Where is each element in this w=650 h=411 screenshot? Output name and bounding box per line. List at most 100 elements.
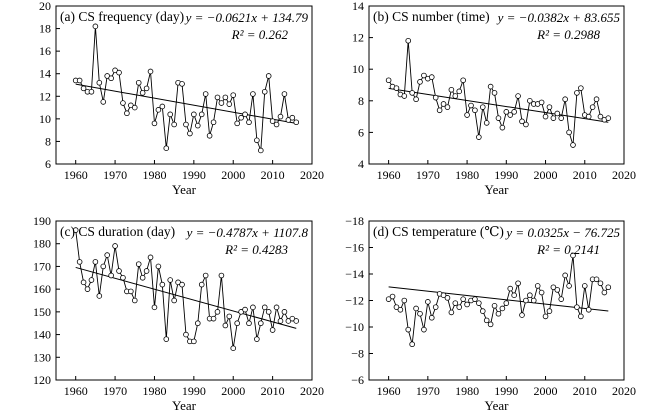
data-point: [534, 283, 541, 289]
data-point: [143, 268, 150, 274]
x-tick-label: 1970: [103, 384, 127, 398]
data-point: [147, 254, 154, 261]
x-tick-label: 1980: [142, 384, 166, 398]
data-point: [472, 107, 478, 114]
data-point: [269, 327, 276, 333]
data-point: [198, 111, 205, 118]
data-point: [230, 92, 237, 98]
x-tick-label: 1990: [494, 168, 518, 182]
data-point: [464, 112, 470, 118]
data-point: [293, 318, 300, 324]
data-point: [96, 293, 103, 299]
data-point: [120, 274, 126, 281]
data-point: [460, 296, 466, 302]
data-point: [222, 94, 229, 101]
data-point: [405, 326, 412, 333]
data-point: [250, 304, 256, 311]
data-point: [499, 305, 506, 312]
r-squared-label: R² = 0.2988: [536, 27, 600, 42]
data-point: [523, 297, 529, 304]
x-tick-label: 1990: [494, 384, 518, 398]
data-point: [507, 285, 514, 292]
data-point: [385, 296, 392, 302]
data-point: [519, 118, 525, 125]
x-axis-label: Year: [485, 398, 510, 411]
data-point: [428, 314, 435, 321]
data-point: [88, 277, 95, 283]
data-point: [574, 304, 580, 310]
data-point: [151, 120, 158, 127]
x-tick-label: 1970: [416, 168, 440, 182]
data-point: [226, 101, 233, 107]
data-point: [206, 132, 213, 139]
data-point: [448, 309, 455, 316]
data-point: [444, 295, 451, 301]
y-tick-label: 10: [39, 112, 51, 126]
y-tick-label: −14: [345, 267, 364, 281]
data-point: [385, 77, 392, 84]
x-tick-label: 2020: [612, 168, 636, 182]
data-point: [546, 308, 553, 314]
x-tick-label: 1960: [377, 384, 401, 398]
data-point: [194, 320, 201, 327]
x-tick-label: 1970: [103, 168, 127, 182]
data-point: [527, 98, 533, 104]
x-tick-label: 1980: [455, 168, 479, 182]
data-point: [230, 345, 237, 352]
data-point: [476, 300, 482, 306]
data-point: [550, 284, 557, 291]
y-tick-label: −6: [351, 373, 364, 387]
panel-title: (d) CS temperature (℃): [373, 224, 504, 239]
data-point: [163, 145, 170, 152]
data-point: [432, 304, 439, 310]
data-point: [155, 263, 162, 270]
data-point: [452, 93, 459, 99]
data-point: [417, 79, 423, 85]
series-line: [75, 26, 297, 151]
x-tick-label: 2020: [300, 168, 324, 182]
data-point: [401, 297, 408, 304]
x-tick-label: 2010: [261, 168, 285, 182]
data-point: [558, 115, 565, 121]
data-point: [581, 283, 588, 289]
y-tick-label: 8: [45, 134, 51, 148]
data-point: [428, 74, 435, 80]
x-tick-label: 1960: [64, 168, 88, 182]
y-tick-label: −10: [345, 320, 364, 334]
data-point: [578, 313, 584, 320]
data-point: [218, 100, 225, 106]
data-point: [538, 99, 545, 106]
data-point: [76, 259, 83, 265]
data-point: [128, 288, 134, 295]
data-point: [112, 243, 118, 249]
data-point: [515, 280, 521, 287]
data-point: [187, 130, 193, 137]
data-point: [143, 85, 150, 92]
data-point: [277, 318, 284, 324]
panel-a: 1960 1970 1980 1990 2000 2010 2020 6 8 10 12 14 16 18…: [39, 0, 324, 197]
data-point: [183, 121, 189, 128]
data-point: [530, 297, 537, 304]
data-point: [393, 85, 400, 91]
data-point: [491, 90, 498, 96]
data-point: [108, 272, 114, 279]
y-tick-label: 14: [39, 67, 51, 81]
data-point: [214, 94, 221, 101]
data-point: [413, 305, 419, 312]
data-point: [491, 302, 498, 309]
data-point: [139, 274, 146, 281]
data-point: [421, 72, 427, 79]
data-point: [519, 312, 525, 318]
data-point: [104, 252, 110, 258]
y-tick-label: 190: [33, 214, 51, 228]
data-point: [273, 304, 280, 311]
data-point: [147, 68, 154, 75]
data-point: [440, 101, 447, 107]
data-point: [261, 88, 268, 95]
data-point: [293, 119, 300, 126]
y-tick-label: 4: [358, 157, 364, 171]
data-point: [159, 281, 166, 288]
data-point: [479, 308, 486, 314]
y-tick-label: −18: [345, 214, 364, 228]
y-tick-label: 10: [352, 62, 364, 76]
